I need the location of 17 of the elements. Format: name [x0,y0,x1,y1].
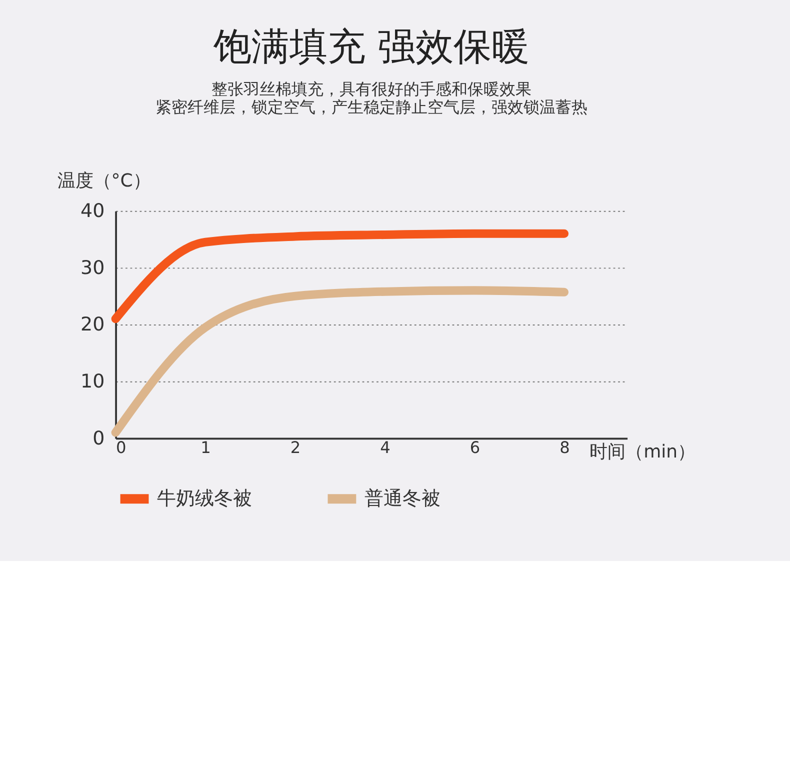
legend-label: 牛奶绒冬被 [157,488,252,510]
x-tick-label: 4 [380,438,390,457]
chart-subtitle: 整张羽丝棉填充，具有很好的手感和保暖效果 [211,79,532,98]
y-tick-label: 30 [80,256,105,279]
y-tick-label: 20 [80,314,105,336]
x-tick-label: 0 [116,438,126,457]
x-axis-title: 时间（min） [590,442,696,463]
y-tick-label: 40 [80,200,105,222]
x-tick-label: 1 [200,438,211,457]
text: 紧密纤维层，锁定空气，产生稳定静止空气层，强效锁温蓄热 [155,97,588,116]
y-axis-title: 温度（°C） [57,170,151,192]
x-tick-label: 6 [470,438,480,457]
x-tick-label: 2 [290,438,301,457]
y-tick-label: 10 [80,370,105,393]
legend-label: 普通冬被 [364,488,441,510]
x-tick-label: 8 [560,438,570,457]
chart-title: 饱满填充 强效保暖 [212,24,530,68]
